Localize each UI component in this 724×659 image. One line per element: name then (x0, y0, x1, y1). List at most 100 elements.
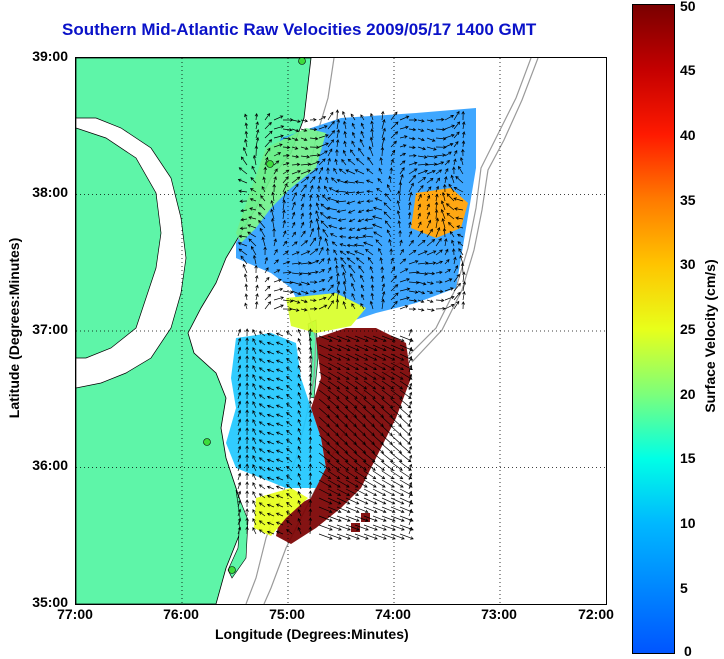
velocity-arrow (297, 364, 302, 373)
velocity-arrow (372, 479, 386, 488)
velocity-arrow (261, 236, 266, 247)
velocity-arrow (408, 118, 418, 122)
velocity-arrow (255, 136, 260, 148)
velocity-arrow (459, 156, 464, 166)
velocity-arrow (345, 497, 360, 505)
velocity-arrow (328, 224, 338, 229)
colorbar-tick-label: 20 (680, 386, 696, 402)
velocity-arrow (367, 156, 374, 166)
velocity-arrow (336, 443, 349, 454)
velocity-arrow (273, 115, 284, 121)
velocity-arrow (275, 350, 284, 355)
velocity-arrow (360, 284, 365, 292)
velocity-arrow (258, 403, 266, 409)
velocity-arrow (264, 267, 269, 274)
velocity-arrow (291, 251, 300, 256)
velocity-arrow (297, 481, 302, 490)
velocity-arrow (264, 276, 270, 283)
velocity-arrow (240, 208, 248, 213)
velocity-arrow (336, 398, 349, 409)
velocity-arrow (462, 291, 466, 301)
velocity-arrow (408, 191, 413, 202)
lat-tick-label: 39:00 (32, 48, 68, 64)
velocity-arrow (327, 111, 334, 121)
velocity-arrow (364, 218, 374, 222)
velocity-arrow (245, 382, 249, 391)
velocity-arrow (252, 491, 257, 499)
velocity-arrow (381, 443, 394, 454)
velocity-arrow (368, 146, 374, 157)
velocity-arrow (344, 191, 356, 195)
velocity-arrow (351, 140, 356, 148)
velocity-arrow (390, 452, 403, 463)
velocity-arrow (334, 158, 338, 166)
velocity-arrow (399, 268, 409, 274)
velocity-arrow (245, 454, 249, 463)
lon-tick-label: 77:00 (57, 606, 93, 622)
velocity-arrow (273, 269, 281, 274)
velocity-arrow (337, 218, 347, 222)
velocity-arrow (345, 533, 360, 540)
velocity-arrow (417, 272, 428, 276)
velocity-arrow (318, 506, 333, 514)
velocity-arrow (237, 346, 242, 355)
velocity-arrow (275, 404, 284, 409)
velocity-arrow (245, 490, 249, 499)
velocity-arrow (363, 362, 377, 371)
velocity-arrow (318, 443, 331, 454)
velocity-arrow (255, 284, 259, 292)
colorbar-tick-label: 50 (680, 0, 696, 14)
velocity-arrow (318, 116, 327, 121)
velocity-arrow (449, 230, 455, 238)
velocity-arrow (291, 211, 296, 220)
velocity-arrow (264, 121, 272, 130)
velocity-arrow (408, 454, 413, 463)
velocity-arrow (453, 110, 460, 121)
velocity-arrow (309, 175, 316, 184)
velocity-arrow (446, 212, 455, 220)
velocity-arrow (408, 127, 417, 132)
velocity-arrow (399, 152, 407, 157)
velocity-arrow (369, 300, 374, 310)
velocity-arrow (282, 182, 288, 193)
velocity-arrow (408, 168, 418, 175)
velocity-arrow (291, 170, 301, 175)
map-plot-area[interactable] (75, 57, 607, 605)
velocity-arrow (345, 335, 360, 342)
velocity-arrow (408, 463, 413, 472)
velocity-arrow (379, 156, 383, 166)
velocity-arrow (237, 445, 242, 454)
velocity-arrow (297, 400, 302, 409)
velocity-arrow (426, 128, 435, 133)
velocity-arrow (399, 407, 412, 418)
velocity-arrow (282, 219, 286, 229)
velocity-arrow (251, 165, 257, 175)
velocity-arrow (363, 533, 378, 540)
velocity-arrow (264, 112, 271, 121)
velocity-arrow (390, 380, 404, 390)
velocity-arrow (291, 221, 296, 229)
velocity-arrow (408, 153, 417, 158)
velocity-arrow (327, 139, 335, 148)
velocity-arrow (327, 292, 335, 301)
velocity-arrow (258, 484, 266, 490)
velocity-arrow (397, 190, 401, 202)
velocity-arrow (381, 344, 396, 352)
velocity-arrow (336, 533, 351, 540)
velocity-arrow (336, 362, 350, 371)
velocity-arrow (374, 197, 383, 202)
velocity-arrow (237, 508, 242, 517)
velocity-arrow (399, 173, 404, 184)
velocity-arrow (390, 524, 405, 531)
velocity-arrow (286, 430, 293, 436)
velocity-arrow (440, 208, 446, 220)
velocity-arrow (237, 526, 242, 535)
velocity-arrow (309, 184, 314, 193)
velocity-arrow (275, 512, 284, 517)
velocity-arrow (343, 140, 347, 148)
velocity-arrow (435, 145, 447, 149)
velocity-arrow (275, 431, 284, 436)
velocity-arrow (354, 236, 365, 240)
velocity-arrow (291, 231, 297, 238)
velocity-arrow (363, 434, 375, 445)
